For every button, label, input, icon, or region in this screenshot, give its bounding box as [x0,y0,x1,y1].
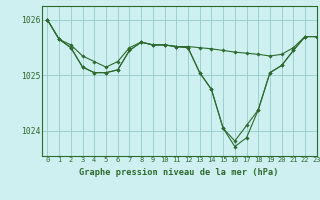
X-axis label: Graphe pression niveau de la mer (hPa): Graphe pression niveau de la mer (hPa) [79,168,279,177]
